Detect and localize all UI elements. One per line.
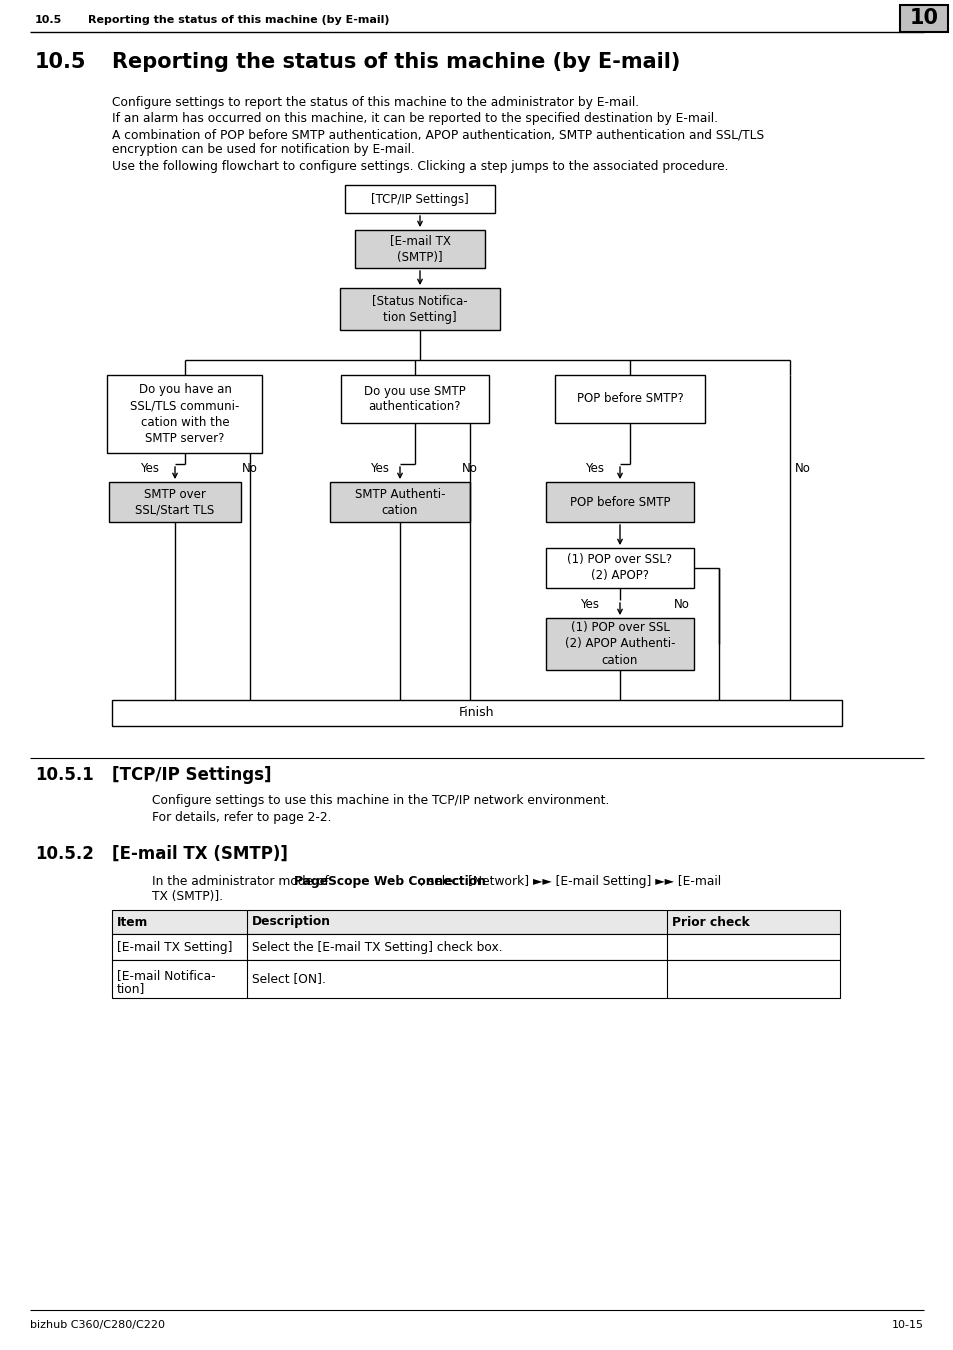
Text: Yes: Yes: [585, 462, 604, 475]
Text: No: No: [461, 462, 477, 475]
FancyBboxPatch shape: [109, 482, 241, 522]
Text: Select [ON].: Select [ON].: [252, 972, 326, 986]
Text: Configure settings to report the status of this machine to the administrator by : Configure settings to report the status …: [112, 96, 639, 109]
FancyBboxPatch shape: [899, 5, 947, 32]
Text: 10.5.1: 10.5.1: [35, 765, 93, 784]
Text: 10.5.2: 10.5.2: [35, 845, 93, 863]
Text: [E-mail Notifica-: [E-mail Notifica-: [117, 969, 215, 981]
FancyBboxPatch shape: [545, 618, 693, 670]
Text: 10-15: 10-15: [891, 1320, 923, 1330]
Text: Finish: Finish: [458, 706, 495, 720]
Text: No: No: [794, 462, 810, 475]
FancyBboxPatch shape: [345, 185, 495, 213]
Text: If an alarm has occurred on this machine, it can be reported to the specified de: If an alarm has occurred on this machine…: [112, 112, 718, 126]
Text: Reporting the status of this machine (by E-mail): Reporting the status of this machine (by…: [88, 15, 389, 26]
Text: POP before SMTP: POP before SMTP: [569, 495, 670, 509]
Text: POP before SMTP?: POP before SMTP?: [576, 393, 682, 405]
Text: [TCP/IP Settings]: [TCP/IP Settings]: [371, 193, 468, 205]
Text: SMTP over
SSL/Start TLS: SMTP over SSL/Start TLS: [135, 487, 214, 517]
Text: 10.5: 10.5: [35, 53, 87, 72]
Text: Yes: Yes: [140, 462, 159, 475]
FancyBboxPatch shape: [545, 548, 693, 589]
Text: Item: Item: [117, 915, 148, 929]
Text: Select the [E-mail TX Setting] check box.: Select the [E-mail TX Setting] check box…: [252, 941, 502, 953]
Text: Use the following flowchart to configure settings. Clicking a step jumps to the : Use the following flowchart to configure…: [112, 161, 728, 173]
Text: [E-mail TX
(SMTP)]: [E-mail TX (SMTP)]: [389, 235, 450, 263]
FancyBboxPatch shape: [112, 910, 840, 934]
Text: Yes: Yes: [579, 598, 598, 612]
FancyBboxPatch shape: [112, 701, 841, 726]
FancyBboxPatch shape: [112, 934, 840, 960]
Text: tion]: tion]: [117, 981, 145, 995]
FancyBboxPatch shape: [339, 288, 499, 329]
Text: Yes: Yes: [370, 462, 389, 475]
FancyBboxPatch shape: [555, 375, 704, 423]
FancyBboxPatch shape: [108, 375, 262, 454]
Text: bizhub C360/C280/C220: bizhub C360/C280/C220: [30, 1320, 165, 1330]
Text: 10.5: 10.5: [35, 15, 62, 26]
Text: PageScope Web Connection: PageScope Web Connection: [294, 875, 485, 888]
Text: , select [Network] ►► [E-mail Setting] ►► [E-mail: , select [Network] ►► [E-mail Setting] ►…: [419, 875, 720, 888]
Text: No: No: [242, 462, 257, 475]
Text: encryption can be used for notification by E-mail.: encryption can be used for notification …: [112, 143, 415, 157]
FancyBboxPatch shape: [545, 482, 693, 522]
Text: In the administrator mode of: In the administrator mode of: [152, 875, 333, 888]
Text: For details, refer to page 2-2.: For details, refer to page 2-2.: [152, 811, 331, 824]
Text: [TCP/IP Settings]: [TCP/IP Settings]: [112, 765, 272, 784]
Text: TX (SMTP)].: TX (SMTP)].: [152, 890, 223, 903]
Text: A combination of POP before SMTP authentication, APOP authentication, SMTP authe: A combination of POP before SMTP authent…: [112, 128, 763, 140]
Text: Do you use SMTP
authentication?: Do you use SMTP authentication?: [364, 385, 465, 413]
Text: Prior check: Prior check: [671, 915, 749, 929]
Text: Do you have an
SSL/TLS communi-
cation with the
SMTP server?: Do you have an SSL/TLS communi- cation w…: [131, 383, 239, 444]
Text: (1) POP over SSL
(2) APOP Authenti-
cation: (1) POP over SSL (2) APOP Authenti- cati…: [564, 621, 675, 667]
Text: [E-mail TX Setting]: [E-mail TX Setting]: [117, 941, 233, 953]
Text: SMTP Authenti-
cation: SMTP Authenti- cation: [355, 487, 445, 517]
Text: (1) POP over SSL?
(2) APOP?: (1) POP over SSL? (2) APOP?: [567, 554, 672, 582]
Text: Configure settings to use this machine in the TCP/IP network environment.: Configure settings to use this machine i…: [152, 794, 609, 807]
FancyBboxPatch shape: [355, 230, 484, 269]
Text: 10: 10: [908, 8, 938, 28]
Text: Description: Description: [252, 915, 331, 929]
FancyBboxPatch shape: [330, 482, 470, 522]
Text: No: No: [674, 598, 689, 612]
Text: [E-mail TX (SMTP)]: [E-mail TX (SMTP)]: [112, 845, 288, 863]
FancyBboxPatch shape: [112, 960, 840, 998]
FancyBboxPatch shape: [340, 375, 489, 423]
Text: Reporting the status of this machine (by E-mail): Reporting the status of this machine (by…: [112, 53, 679, 72]
Text: [Status Notifica-
tion Setting]: [Status Notifica- tion Setting]: [372, 294, 467, 324]
